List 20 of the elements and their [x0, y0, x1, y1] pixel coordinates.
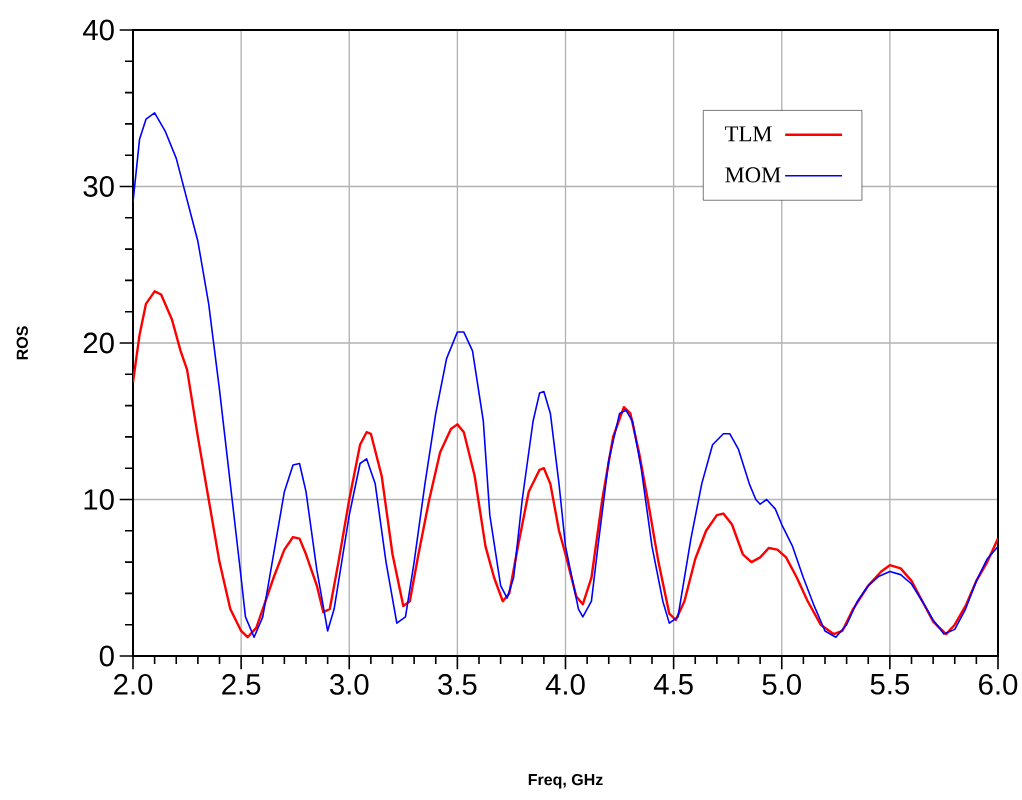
- line-series: [133, 290, 998, 639]
- x-tick-label: 6.0: [979, 674, 1018, 695]
- x-tick-label: 2.5: [222, 674, 261, 695]
- x-tick-label: 4.0: [545, 674, 585, 695]
- x-tick-label: 3.0: [329, 674, 369, 695]
- y-tick-label: 30: [83, 176, 114, 197]
- y-tick-label: 20: [83, 332, 114, 354]
- x-tick-label: 5.0: [762, 674, 801, 695]
- legend-label: TLM: [725, 126, 772, 142]
- y-tick-label: 40: [83, 19, 114, 41]
- x-tick-label: 3.5: [438, 674, 477, 695]
- x-axis-title: Freq, GHz: [528, 773, 603, 789]
- x-tick-label: 2.0: [114, 674, 153, 695]
- legend-label: MOM: [725, 167, 781, 183]
- x-tick-label: 5.5: [870, 674, 910, 695]
- y-axis-title: ROS: [16, 326, 28, 360]
- line-series: [133, 112, 998, 639]
- y-tick-label: 10: [84, 489, 114, 510]
- x-tick-label: 4.5: [653, 674, 693, 695]
- y-tick-label: 0: [99, 645, 114, 667]
